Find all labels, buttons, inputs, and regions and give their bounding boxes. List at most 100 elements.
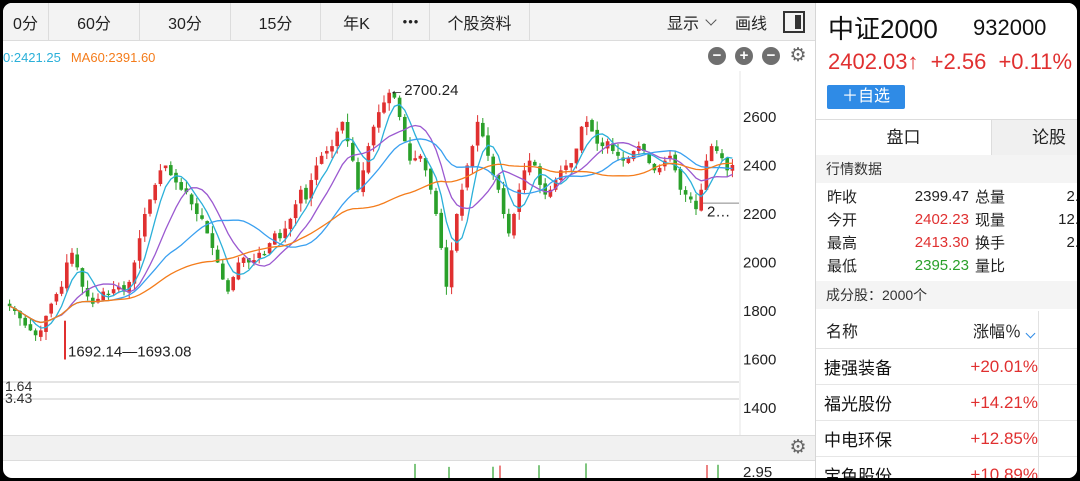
candle-body	[564, 166, 568, 170]
candle-body	[70, 253, 74, 264]
stock-name: 福光股份	[816, 390, 934, 415]
candle-body	[382, 102, 386, 112]
index-name: 中证2000	[828, 9, 938, 46]
candle-body	[112, 289, 116, 293]
constituents-count: 成分股：2000个	[816, 281, 1080, 309]
y-tick-label: 2200	[743, 206, 776, 223]
candle-body	[278, 233, 282, 238]
ma-legend: 0:2421.25 MA60:2391.60 − + − ⚙	[3, 43, 815, 71]
quote-value: 2413.30	[867, 234, 969, 251]
stock-pct: +10.89%	[934, 465, 1038, 481]
col-name-header[interactable]: 名称	[816, 318, 934, 342]
stock-name: 宝色股份	[816, 462, 934, 481]
candle-body	[445, 247, 449, 286]
quote-label-2: 换手	[969, 232, 1019, 253]
candle-body	[242, 258, 246, 263]
period-tab-15min[interactable]: 15分	[231, 3, 321, 41]
period-toolbar: 0分 60分 30分 15分 年K ••• 个股资料 显示 画线	[3, 3, 815, 41]
ma-line	[10, 139, 733, 322]
zoom-in-icon[interactable]: +	[735, 47, 753, 65]
right-annotation: 2…	[707, 203, 730, 220]
candle-body	[481, 123, 485, 136]
quote-label: 最高	[816, 232, 867, 253]
candle-body	[283, 229, 287, 239]
candle-body	[320, 156, 324, 164]
period-tab-60min[interactable]: 60分	[49, 3, 140, 41]
candle-body	[211, 233, 215, 248]
candle-body	[23, 318, 27, 326]
candle-body	[29, 324, 33, 330]
y-tick-label: 2600	[743, 109, 776, 126]
period-tab-minute[interactable]: 0分	[3, 3, 49, 41]
candle-body	[460, 190, 464, 216]
candle-body	[595, 130, 599, 144]
candle-body	[231, 277, 235, 290]
quote-grid: 昨收 2399.47 总量 2. 今开 2402.23 现量 12. 最高 24…	[816, 185, 1080, 277]
volume-chart: 2.95	[3, 461, 815, 481]
indicator-gear-icon[interactable]: ⚙	[789, 439, 807, 457]
zoom-out-icon[interactable]: −	[708, 47, 726, 65]
more-menu-button[interactable]: •••	[393, 3, 430, 41]
table-row[interactable]: 中电环保 +12.85%	[816, 421, 1080, 457]
tab-discussion[interactable]: 论股	[992, 120, 1080, 155]
candle-body	[580, 127, 584, 151]
quote-row: 最高 2413.30 换手 2.	[816, 231, 1080, 254]
y-tick-label: 1800	[743, 303, 776, 320]
candle-body	[627, 158, 631, 163]
candle-body	[720, 153, 724, 158]
chart-controls: − + − ⚙	[708, 47, 807, 65]
stock-pct: +12.85%	[934, 429, 1038, 449]
candle-body	[590, 120, 594, 132]
kline-chart[interactable]: 2600 2400 2200 2000 1800 1600 1400 1.643.43 ←270…	[3, 71, 815, 435]
candle-body	[419, 156, 423, 159]
candle-body	[107, 294, 111, 295]
tab-orderbook[interactable]: 盘口	[816, 120, 992, 155]
candle-body	[75, 254, 79, 267]
quote-panel: 中证2000 932000 2402.03↑ +2.56 +0.11% ＋自选 …	[816, 3, 1080, 481]
minimize-icon[interactable]: −	[762, 47, 780, 65]
candle-body	[190, 194, 194, 204]
candle-body	[455, 214, 459, 251]
candle-body	[153, 185, 157, 200]
candle-body	[34, 330, 38, 335]
display-dropdown[interactable]: 显示	[657, 3, 725, 41]
price-change-pct: +0.11%	[998, 49, 1072, 74]
quote-label-2: 量比	[969, 255, 1019, 276]
candle-body	[8, 304, 12, 306]
table-row[interactable]: 宝色股份 +10.89%	[816, 457, 1080, 481]
quote-value: 2399.47	[867, 188, 969, 205]
sort-chevron-icon	[1026, 328, 1036, 338]
draw-line-button[interactable]: 画线	[725, 3, 777, 41]
candle-body	[356, 162, 360, 190]
period-tab-yearly[interactable]: 年K	[321, 3, 393, 41]
candle-body	[413, 158, 417, 160]
stock-pct: +14.21%	[934, 393, 1038, 413]
gear-icon[interactable]: ⚙	[789, 47, 807, 65]
col-pct-header[interactable]: 涨幅％	[934, 318, 1034, 342]
chevron-down-icon	[705, 14, 716, 25]
candle-body	[471, 146, 475, 166]
candle-body	[315, 166, 319, 180]
candle-body	[533, 162, 537, 166]
candle-body	[341, 122, 345, 131]
candle-body	[164, 166, 168, 169]
table-row[interactable]: 捷强装备 +20.01%	[816, 349, 1080, 385]
candle-body	[330, 146, 334, 151]
candle-body	[44, 316, 48, 332]
candle-body	[299, 190, 303, 204]
table-row[interactable]: 福光股份 +14.21%	[816, 385, 1080, 421]
stock-profile-tab[interactable]: 个股资料	[430, 3, 530, 41]
panel-toggle-icon[interactable]	[783, 11, 805, 33]
candle-body	[585, 122, 589, 127]
quote-value-2: 2.	[1019, 234, 1079, 251]
candle-body	[304, 188, 308, 200]
add-watchlist-button[interactable]: ＋自选	[827, 85, 905, 109]
period-tab-30min[interactable]: 30分	[140, 3, 231, 41]
candle-body	[200, 215, 204, 219]
candle-body	[257, 253, 261, 258]
y-tick-label: 1600	[743, 352, 776, 369]
volume-tick-label: 2.95	[743, 464, 772, 481]
candle-body	[507, 214, 511, 234]
candle-body	[372, 127, 376, 146]
